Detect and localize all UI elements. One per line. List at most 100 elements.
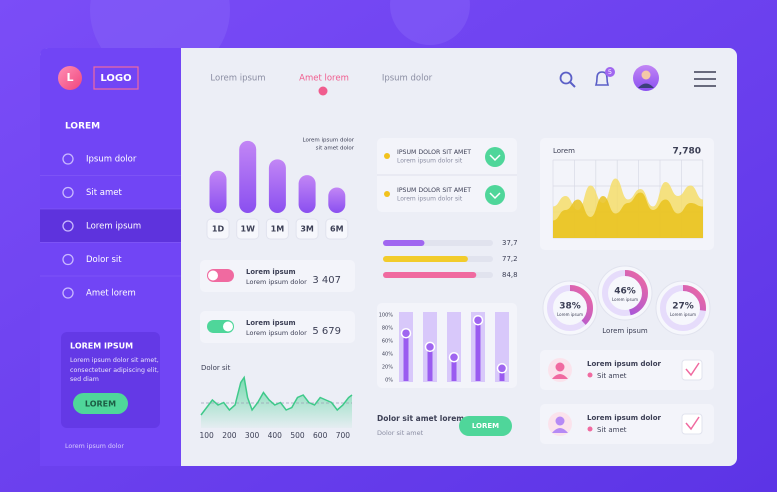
avatar-body: [638, 83, 654, 88]
contact-body: [552, 374, 568, 379]
column-bar: [427, 346, 433, 381]
y-tick-label: 0%: [385, 378, 393, 384]
action-button-label[interactable]: LOREM: [472, 422, 499, 430]
menu-item[interactable]: Lorem ipsum: [86, 222, 141, 232]
menu-item[interactable]: Dolor sit: [86, 255, 122, 265]
contact-place: Sit amet: [597, 426, 627, 434]
menu-icon: [62, 153, 74, 165]
period-button[interactable]: [236, 218, 260, 240]
column-track: [447, 312, 461, 382]
toggle-value: 3 407: [312, 275, 341, 286]
menu-icon: [62, 186, 74, 199]
logo-box: [93, 66, 139, 90]
promo-button[interactable]: [73, 393, 128, 414]
column-dot: [496, 363, 508, 374]
promo-text: Lorem ipsum dolor sit amet,: [70, 357, 159, 364]
task-title: IPSUM DOLOR SIT AMET: [397, 187, 471, 194]
menu-icon: [62, 253, 74, 266]
period-button[interactable]: [265, 218, 289, 240]
task-subtitle: Lorem ipsum dolor sit: [397, 158, 463, 165]
donut-label: Lorem ipsum: [670, 312, 696, 317]
toggle-title: Lorem ipsum: [246, 319, 296, 327]
menu-icon: [62, 287, 74, 299]
check-icon: [489, 192, 501, 200]
bar: [239, 140, 257, 213]
decor: [390, 0, 470, 45]
period-button[interactable]: [325, 218, 349, 240]
contact-card: [540, 350, 714, 390]
x-tick-label: 400: [268, 431, 283, 440]
action-subtitle: Dolor sit amet: [377, 429, 424, 437]
check-icon: [489, 154, 501, 162]
period-label[interactable]: 6M: [330, 225, 344, 234]
task-check[interactable]: [485, 185, 505, 205]
toggle-subtitle: Lorem ipsum dolor: [246, 278, 307, 286]
toggle-subtitle: Lorem ipsum dolor: [246, 329, 307, 337]
pin-icon: [587, 372, 593, 378]
period-label[interactable]: 1M: [271, 225, 285, 234]
nav-tab-active[interactable]: Amet lorem: [299, 74, 349, 84]
task-dot: [384, 191, 390, 197]
donut-label: Lorem ipsum: [612, 297, 638, 302]
contact-card: [540, 404, 714, 444]
donut-arc: [602, 270, 648, 316]
x-tick-label: 500: [290, 431, 305, 440]
toggle-knob: [208, 270, 218, 281]
column-dot: [472, 314, 484, 326]
column-bar: [475, 320, 481, 381]
task-check[interactable]: [485, 147, 505, 167]
menu-item[interactable]: Amet lorem: [86, 289, 136, 299]
toggle-card: [200, 311, 355, 343]
bar: [328, 187, 346, 213]
promo-title: LOREM IPSUM: [70, 342, 133, 351]
donut-value: 27%: [672, 302, 694, 312]
contact-place: Sit amet: [597, 372, 627, 380]
task-subtitle: Lorem ipsum dolor sit: [397, 196, 463, 203]
progress-bar: [383, 272, 477, 278]
avatar-face: [641, 70, 651, 80]
toggle-card: [200, 260, 355, 292]
area-title: Lorem: [553, 147, 575, 155]
contact-head: [555, 416, 565, 426]
progress-label: 37,7: [502, 239, 518, 247]
period-button[interactable]: [295, 218, 319, 240]
wave-area: [201, 377, 352, 428]
donut-arc: [660, 285, 706, 331]
promo-text: sed diam: [70, 376, 99, 383]
nav-tab[interactable]: Lorem ipsum: [210, 74, 265, 84]
task-dot: [384, 153, 390, 159]
active-dot: [318, 86, 328, 96]
column-bar: [499, 368, 505, 381]
wave-line: [200, 375, 353, 416]
y-tick-label: 20%: [382, 365, 393, 371]
x-tick-label: 600: [313, 431, 328, 440]
promo-button-label[interactable]: LOREM: [85, 400, 116, 409]
progress-label: 77,2: [502, 255, 518, 263]
contact-name: Lorem ipsum dolor: [587, 360, 662, 368]
period-button[interactable]: [206, 218, 230, 240]
search-icon[interactable]: [559, 71, 576, 88]
menu-item[interactable]: Ipsum dolor: [86, 155, 137, 165]
check-icon: [685, 416, 700, 431]
nav-tab[interactable]: Ipsum dolor: [382, 74, 433, 84]
progress-label: 84,8: [502, 271, 518, 279]
column-bar: [451, 357, 457, 381]
donut-label: Lorem ipsum: [557, 312, 583, 317]
section-title: LOREM: [65, 122, 100, 132]
period-label[interactable]: 1W: [241, 225, 256, 234]
action-button[interactable]: [459, 416, 512, 436]
period-label[interactable]: 1D: [212, 225, 225, 234]
pin-icon: [587, 426, 593, 432]
menu-item[interactable]: Sit amet: [86, 188, 123, 198]
contact-head: [555, 362, 565, 372]
menu-icon: [62, 220, 74, 232]
progress-bar: [383, 240, 425, 246]
period-label[interactable]: 3M: [300, 225, 314, 234]
bar: [268, 159, 286, 213]
badge: [605, 67, 615, 77]
column-dot: [424, 341, 436, 353]
menu-icon[interactable]: [694, 71, 716, 87]
bell-icon[interactable]: [594, 71, 610, 86]
contact-body: [552, 428, 568, 433]
task-title: IPSUM DOLOR SIT AMET: [397, 149, 471, 156]
